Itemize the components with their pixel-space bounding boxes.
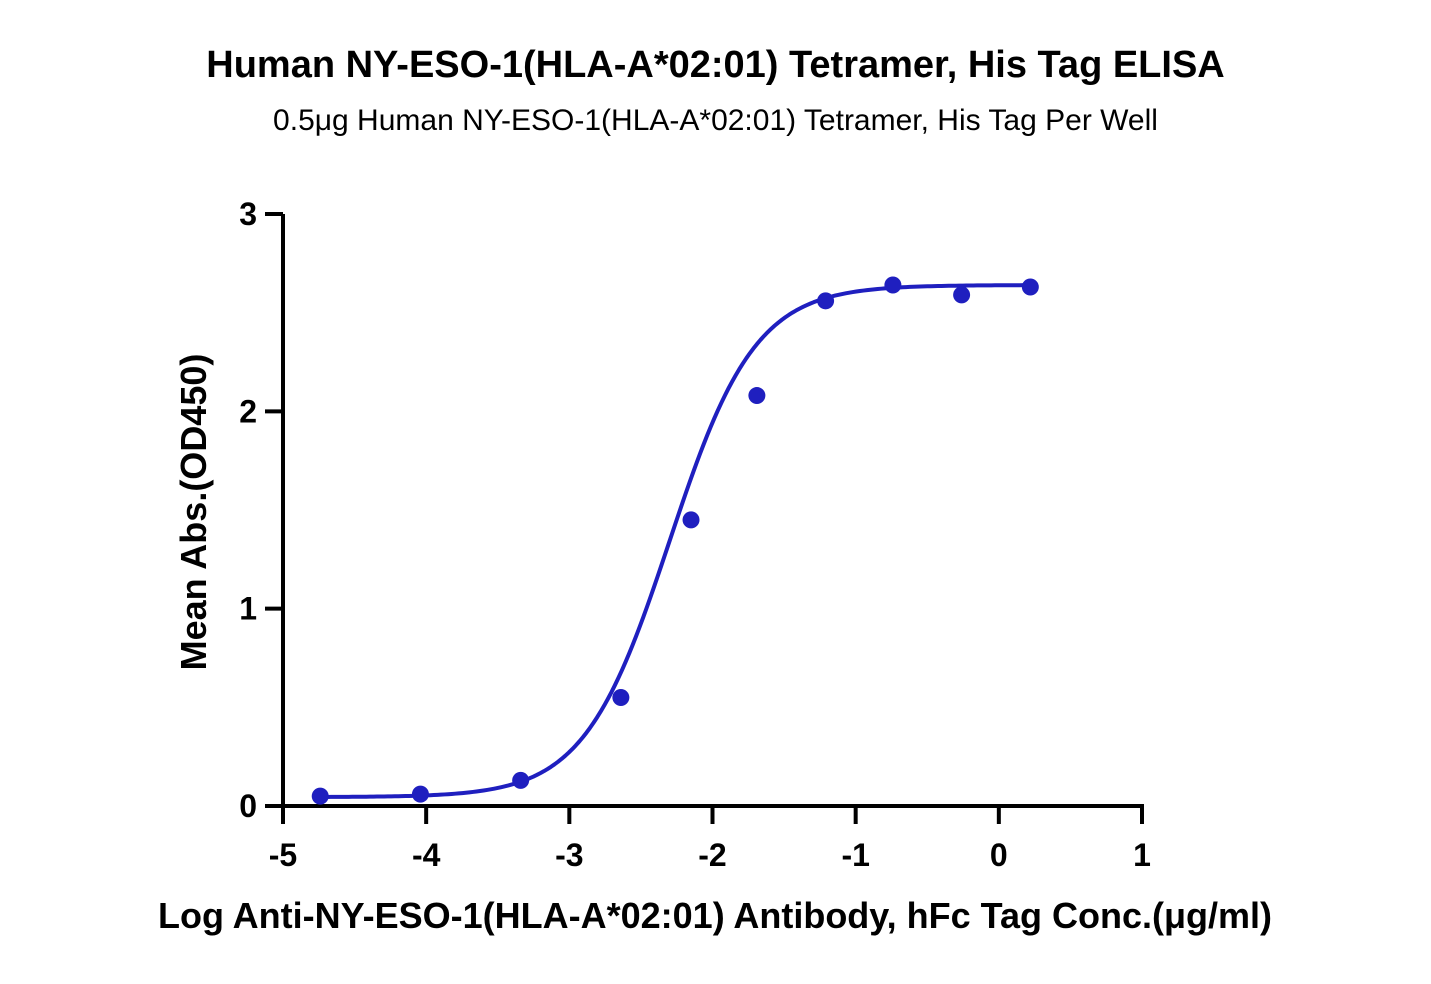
data-point bbox=[512, 771, 530, 789]
y-axis-label: Mean Abs.(OD450) bbox=[173, 354, 214, 671]
data-point bbox=[311, 787, 329, 805]
y-tick-label: 0 bbox=[239, 788, 257, 824]
x-axis-label: Log Anti-NY-ESO-1(HLA-A*02:01) Antibody,… bbox=[158, 895, 1272, 936]
data-point bbox=[1021, 278, 1039, 296]
y-tick-label: 1 bbox=[239, 591, 257, 627]
y-tick-label: 2 bbox=[239, 393, 257, 429]
data-point bbox=[817, 292, 835, 310]
x-tick-label: -4 bbox=[412, 837, 441, 873]
x-tick-label: 0 bbox=[990, 837, 1008, 873]
x-tick-label: -5 bbox=[269, 837, 297, 873]
data-point bbox=[411, 785, 429, 803]
chart-subtitle: 0.5μg Human NY-ESO-1(HLA-A*02:01) Tetram… bbox=[273, 104, 1158, 137]
chart-title: Human NY-ESO-1(HLA-A*02:01) Tetramer, Hi… bbox=[206, 44, 1225, 86]
data-point bbox=[748, 387, 766, 405]
x-tick-label: -2 bbox=[698, 837, 726, 873]
x-tick-label: -3 bbox=[555, 837, 583, 873]
data-point bbox=[953, 286, 971, 304]
x-tick-label: -1 bbox=[841, 837, 869, 873]
y-tick-label: 3 bbox=[239, 196, 257, 232]
x-tick-label: 1 bbox=[1133, 837, 1151, 873]
data-point bbox=[682, 511, 700, 529]
fit-curve bbox=[318, 283, 1033, 799]
data-point bbox=[884, 276, 902, 294]
data-point bbox=[612, 688, 630, 706]
